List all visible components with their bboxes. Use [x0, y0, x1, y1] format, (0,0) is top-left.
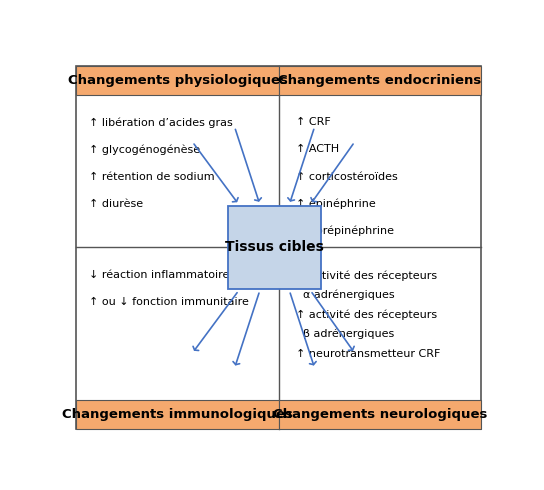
Text: Changements endocriniens: Changements endocriniens — [279, 74, 481, 87]
Text: α adrénergiques: α adrénergiques — [296, 290, 394, 300]
Bar — [76, 400, 279, 429]
Bar — [279, 400, 481, 429]
Text: ↑ épinéphrine: ↑ épinéphrine — [296, 199, 375, 209]
Text: β adrénergiques: β adrénergiques — [296, 329, 394, 340]
Bar — [228, 206, 321, 289]
Bar — [279, 66, 481, 95]
Text: ↑ activité des récepteurs: ↑ activité des récepteurs — [296, 309, 437, 320]
Text: ↑ corticostéroïdes: ↑ corticostéroïdes — [296, 172, 398, 182]
Text: Tissus cibles: Tissus cibles — [225, 241, 324, 254]
Text: ↑ diurèse: ↑ diurèse — [89, 199, 143, 209]
Text: ↑ activité des récepteurs: ↑ activité des récepteurs — [296, 270, 437, 281]
Text: Changements immunologiques: Changements immunologiques — [62, 408, 293, 421]
Text: ↑ CRF: ↑ CRF — [296, 117, 330, 127]
Text: ↑ ACTH: ↑ ACTH — [296, 145, 339, 154]
Text: ↑ norépinéphrine: ↑ norépinéphrine — [296, 226, 394, 237]
Text: ↑ rétention de sodium: ↑ rétention de sodium — [89, 172, 215, 182]
Text: ↓ réaction inflammatoire: ↓ réaction inflammatoire — [89, 270, 230, 280]
Text: Changements neurologiques: Changements neurologiques — [273, 408, 487, 421]
Text: ↑ neurotransmetteur CRF: ↑ neurotransmetteur CRF — [296, 348, 440, 359]
Text: ↑ ou ↓ fonction immunitaire: ↑ ou ↓ fonction immunitaire — [89, 297, 249, 307]
Text: ↑ glycogénogénèse: ↑ glycogénogénèse — [89, 145, 200, 155]
Text: Changements physiologiques: Changements physiologiques — [67, 74, 288, 87]
Bar — [76, 66, 279, 95]
Text: ↑ libération d’acides gras: ↑ libération d’acides gras — [89, 117, 233, 128]
